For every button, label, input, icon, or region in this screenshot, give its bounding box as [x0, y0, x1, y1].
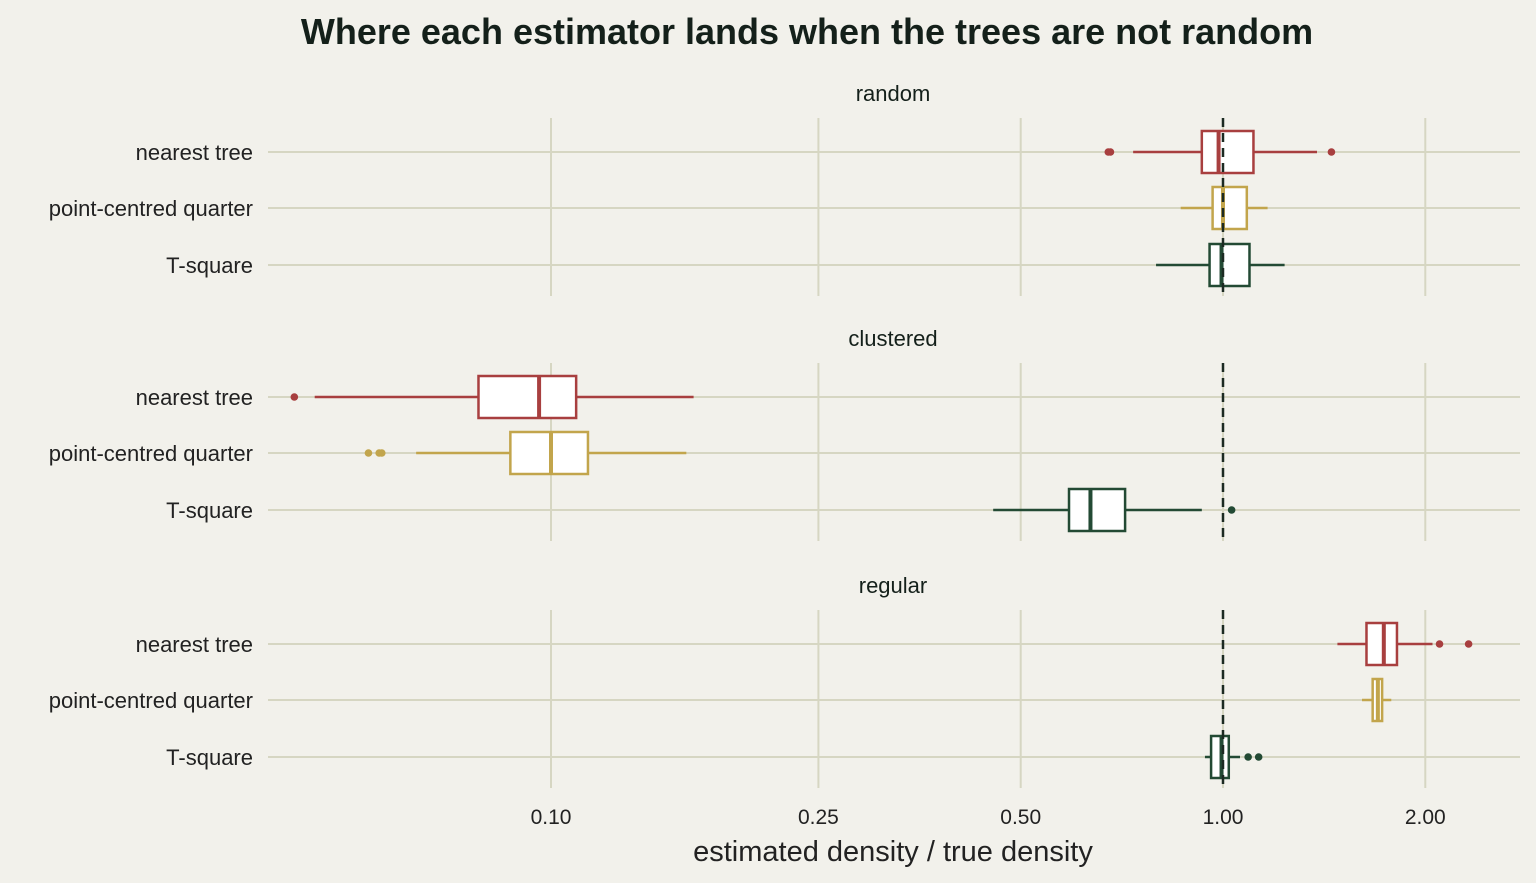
y-tick-label: nearest tree: [136, 140, 253, 165]
y-tick-label: T-square: [166, 745, 253, 770]
iqr-box: [477, 374, 578, 420]
facet-regular: regular nearest tree point-centred quarter…: [49, 573, 1520, 788]
box-t-square: [1156, 242, 1285, 288]
x-tick-label: 0.25: [798, 806, 839, 829]
y-tick-label: T-square: [166, 253, 253, 278]
box-point-centred-quarter: [364, 430, 687, 476]
outlier-point: [1254, 753, 1263, 761]
y-tick-label: nearest tree: [136, 385, 253, 410]
y-tick-label: point-centred quarter: [49, 688, 253, 713]
outlier-point: [1106, 148, 1115, 156]
outlier-point: [1464, 640, 1473, 648]
y-tick-label: T-square: [166, 498, 253, 523]
box-point-centred-quarter: [1361, 677, 1392, 723]
y-tick-label: point-centred quarter: [49, 196, 253, 221]
iqr-box: [1067, 487, 1127, 533]
facet-label: random: [856, 81, 931, 106]
y-tick-label: point-centred quarter: [49, 441, 253, 466]
y-tick-label: nearest tree: [136, 632, 253, 657]
facet-random: random nearest tree point-centred quarter T…: [49, 81, 1520, 296]
box-t-square: [1204, 734, 1263, 780]
iqr-box: [1365, 621, 1399, 667]
outlier-point: [1244, 753, 1252, 761]
outlier-point: [1327, 148, 1336, 156]
box-nearest-tree: [290, 374, 694, 420]
outlier-point: [364, 449, 373, 457]
x-axis: 0.10 0.25 0.50 1.00 2.00: [531, 806, 1446, 829]
x-tick-label: 1.00: [1203, 806, 1244, 829]
x-tick-label: 0.50: [1000, 806, 1041, 829]
facet-clustered: clustered nearest tree point-centred quart…: [49, 326, 1520, 541]
box-nearest-tree: [1337, 621, 1473, 667]
box-t-square: [993, 487, 1236, 533]
outlier-point: [1435, 640, 1444, 648]
box-point-centred-quarter: [1180, 185, 1268, 231]
iqr-box: [1208, 242, 1251, 288]
outlier-point: [377, 449, 386, 457]
facet-label: regular: [859, 573, 927, 598]
outlier-point: [1227, 506, 1236, 514]
x-tick-label: 2.00: [1405, 806, 1446, 829]
box-nearest-tree: [1104, 129, 1336, 175]
iqr-box: [1211, 185, 1249, 231]
facet-label: clustered: [848, 326, 937, 351]
x-tick-label: 0.10: [531, 806, 572, 829]
facet-panels: random nearest tree point-centred quarter T…: [49, 81, 1520, 788]
chart-title: Where each estimator lands when the tree…: [301, 11, 1313, 52]
iqr-box: [1200, 129, 1255, 175]
outlier-point: [290, 393, 299, 401]
x-axis-label: estimated density / true density: [693, 836, 1093, 868]
